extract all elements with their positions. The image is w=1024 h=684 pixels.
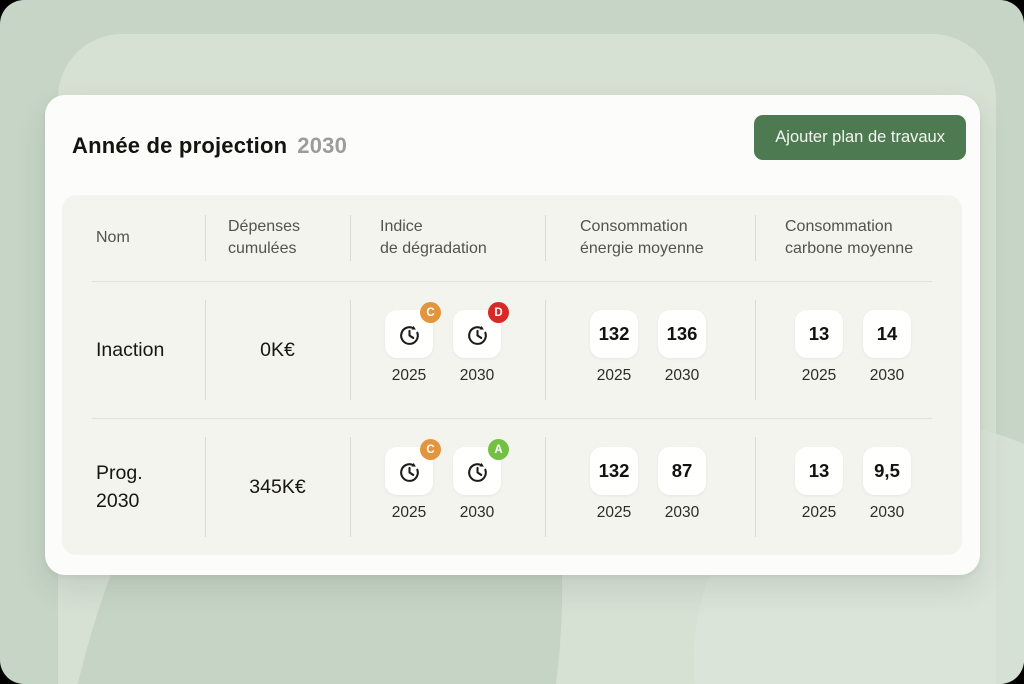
projection-year-label: Année de projection [72, 133, 288, 158]
table-row-prog-2030: Prog. 2030 345K€ C 2025 [62, 419, 962, 555]
degradation-card: A [453, 439, 509, 495]
degradation-2030: D 2030 [453, 302, 509, 385]
year-label: 2025 [801, 367, 837, 384]
projection-year-value: 2030 [297, 133, 348, 158]
carbon-cell: 13 2025 9,5 2030 [755, 419, 962, 555]
projection-table: Nom Dépenses cumulées Indice de dégradat… [62, 195, 962, 555]
carbon-2030: 14 2030 [863, 310, 911, 385]
degradation-cell: C 2025 D 2030 [350, 282, 545, 418]
year-label: 2030 [459, 504, 495, 521]
energy-cell: 132 2025 136 2030 [545, 282, 755, 418]
grade-badge: C [420, 439, 441, 460]
degradation-cell: C 2025 A 2030 [350, 419, 545, 555]
energy-cell: 132 2025 87 2030 [545, 419, 755, 555]
page-title: Année de projection 2030 [72, 133, 347, 159]
table-row-inaction: Inaction 0K€ C 2025 [62, 282, 962, 418]
column-header-nom: Nom [96, 229, 130, 247]
clock-rotate-icon [399, 462, 419, 482]
energy-2025: 132 2025 [590, 310, 638, 385]
degradation-card: D [453, 302, 509, 358]
year-label: 2025 [596, 367, 632, 384]
degradation-card: C [385, 302, 441, 358]
column-header-indice: Indice de dégradation [350, 195, 545, 281]
year-label: 2030 [869, 367, 905, 384]
year-label: 2025 [801, 504, 837, 521]
clock-rotate-icon [467, 325, 487, 345]
degradation-2025: C 2025 [385, 439, 441, 522]
energy-2030: 87 2030 [658, 447, 706, 522]
carbon-2025: 13 2025 [795, 447, 843, 522]
degradation-2025: C 2025 [385, 302, 441, 385]
carbon-2025: 13 2025 [795, 310, 843, 385]
carbon-value-card: 13 [795, 447, 843, 495]
add-work-plan-button[interactable]: Ajouter plan de travaux [754, 115, 966, 160]
carbon-cell: 13 2025 14 2030 [755, 282, 962, 418]
degradation-card: C [385, 439, 441, 495]
energy-value-card: 87 [658, 447, 706, 495]
year-label: 2030 [869, 504, 905, 521]
row-name: Inaction [96, 338, 165, 361]
energy-2030: 136 2030 [658, 310, 706, 385]
table-header-row: Nom Dépenses cumulées Indice de dégradat… [62, 195, 962, 281]
row-name: Prog. 2030 [96, 461, 143, 512]
carbon-value-card: 14 [863, 310, 911, 358]
projection-card: Année de projection 2030 Ajouter plan de… [45, 95, 980, 575]
year-label: 2025 [391, 367, 427, 384]
grade-badge: C [420, 302, 441, 323]
year-label: 2030 [664, 367, 700, 384]
year-label: 2025 [596, 504, 632, 521]
carbon-2030: 9,5 2030 [863, 447, 911, 522]
column-header-conso-energie: Consommation énergie moyenne [545, 195, 755, 281]
clock-rotate-icon [399, 325, 419, 345]
degradation-2030: A 2030 [453, 439, 509, 522]
clock-rotate-icon [467, 462, 487, 482]
row-expenses: 345K€ [205, 419, 350, 555]
carbon-value-card: 13 [795, 310, 843, 358]
year-label: 2025 [391, 504, 427, 521]
grade-badge: D [488, 302, 509, 323]
year-label: 2030 [459, 367, 495, 384]
year-label: 2030 [664, 504, 700, 521]
energy-value-card: 136 [658, 310, 706, 358]
energy-value-card: 132 [590, 447, 638, 495]
grade-badge: A [488, 439, 509, 460]
row-expenses: 0K€ [205, 282, 350, 418]
carbon-value-card: 9,5 [863, 447, 911, 495]
column-header-conso-carbone: Consommation carbone moyenne [755, 195, 962, 281]
energy-value-card: 132 [590, 310, 638, 358]
energy-2025: 132 2025 [590, 447, 638, 522]
column-header-depenses: Dépenses cumulées [205, 195, 350, 281]
